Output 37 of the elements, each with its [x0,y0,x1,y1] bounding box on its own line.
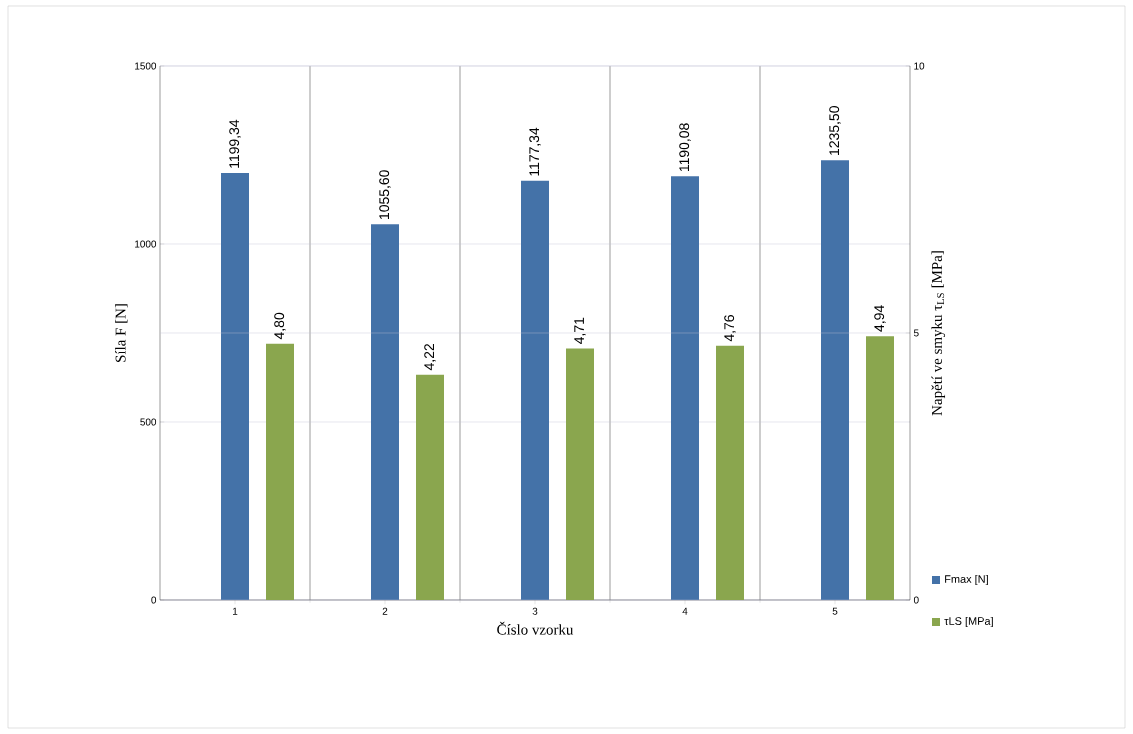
y-tick-label: 1000 [135,240,157,248]
x-tick-label: 5 [832,607,838,615]
data-label: 1055,60 [379,170,391,219]
data-label: 4,76 [724,315,736,342]
data-label: 4,22 [424,344,436,371]
bar [371,224,399,600]
data-label: 4,80 [274,312,286,340]
bar [866,336,894,600]
x-tick-label: 3 [532,607,538,615]
y2-tick-label: 10 [914,62,925,70]
bar [266,343,294,600]
y-tick-label: 1500 [135,62,157,70]
bar [821,160,849,600]
data-label: 4,94 [874,305,886,332]
x-axis-title: Číslo vzorku [497,621,574,635]
bar [566,348,594,600]
data-label: 1190,08 [679,123,691,172]
bar [521,180,549,600]
data-label: 4,71 [574,317,586,344]
legend-label: τLS [MPa] [944,616,993,628]
y-tick-label: 500 [140,418,157,426]
bar [416,374,444,600]
legend-label: Fmax [N] [945,574,988,586]
y-tick-label: 0 [151,596,157,604]
x-tick-label: 2 [382,607,388,615]
bar [221,173,249,600]
x-tick-label: 4 [682,607,688,615]
data-label: 1235,50 [829,106,841,155]
bar [671,176,699,600]
y2-axis-title: Napětí ve smyku τ$_{LS}$ [MPa] [931,251,946,416]
y2-tick-label: 5 [913,329,919,337]
x-tick-label: 1 [233,607,238,615]
bar [716,345,744,600]
y2-tick-label: 0 [913,596,919,604]
data-label: 1177,34 [529,127,541,176]
data-label: 1199,34 [229,119,241,168]
y-axis-title: Síla F [N] [115,304,128,362]
